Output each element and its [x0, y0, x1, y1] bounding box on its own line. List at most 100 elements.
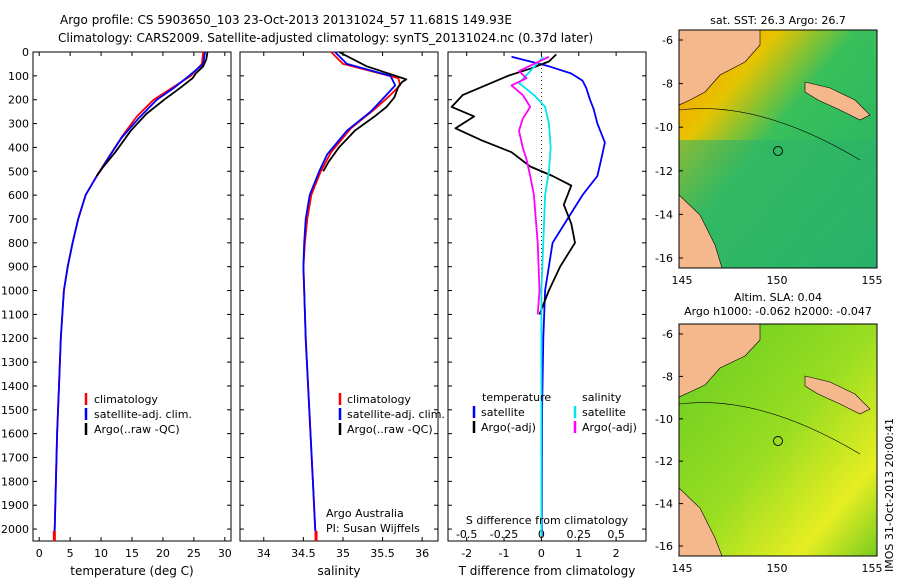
legend-satellite-adj: satellite-adj. clim. — [94, 408, 192, 421]
depth-tick-label: 200 — [8, 94, 29, 107]
series-argo-raw-qc- — [95, 51, 209, 177]
legend-s-satellite: satellite — [582, 406, 626, 419]
depth-tick-label: 300 — [8, 118, 29, 131]
x-tick-label: 0 — [36, 547, 43, 560]
series-temperature-argo-adj- — [450, 53, 576, 315]
x-tick-label: 34 — [257, 547, 271, 560]
difference-axes — [447, 51, 647, 542]
sla-map-title-1: Altim. SLA: 0.04 — [734, 291, 822, 304]
map-tick-labels: -6 -8 -10 -12 -14 -16 -6 -8 -10 -12 -14 -16 145 150 15… — [655, 34, 882, 575]
sla-map-title-2: Argo h1000: -0.062 h2000: -0.047 — [684, 305, 872, 318]
series-argo-raw-qc- — [322, 51, 408, 172]
depth-tick-label: 1400 — [1, 380, 29, 393]
x-tick-label-salinity: -0.5 — [456, 528, 477, 541]
sla-map-frame — [678, 323, 878, 557]
series-climatology — [302, 51, 401, 537]
legend-s-argo: Argo(-adj) — [582, 421, 637, 434]
map-lat-label: -12 — [655, 455, 673, 468]
map-lat-label: -8 — [662, 370, 673, 383]
difference-xlabel-top: S difference from climatology — [466, 514, 629, 527]
map-lat-label: -14 — [655, 498, 673, 511]
argo-float-marker — [773, 436, 783, 446]
depth-tick-label: 1800 — [1, 475, 29, 488]
salinity-axes — [239, 51, 439, 542]
salinity-xlabel: salinity — [317, 564, 360, 578]
x-tick-label: 35.5 — [370, 547, 395, 560]
depth-tick-label: 2000 — [1, 523, 29, 536]
x-tick-label-salinity: 0.5 — [607, 528, 625, 541]
x-tick-label-salinity: -0.25 — [490, 528, 518, 541]
legend-t-argo: Argo(-adj) — [481, 421, 536, 434]
legend-salinity: salinity — [582, 391, 622, 404]
depth-tick-label: 400 — [8, 141, 29, 154]
x-tick-label: 2 — [613, 547, 620, 560]
salinity-chart: 34 34.5 35 35.5 36 — [257, 51, 429, 560]
depth-tick-label: 600 — [8, 189, 29, 202]
sst-map — [679, 30, 877, 268]
map-lon-label: 145 — [672, 274, 693, 287]
depth-tick-label: 1700 — [1, 452, 29, 465]
legend-satellite-adj: satellite-adj. clim. — [347, 408, 445, 421]
x-tick-label: 34.5 — [291, 547, 316, 560]
temperature-xlabel: temperature (deg C) — [70, 564, 193, 578]
depth-tick-label: 1300 — [1, 356, 29, 369]
x-tick-label: 15 — [125, 547, 139, 560]
credit-line-2: PI: Susan Wijffels — [326, 522, 420, 535]
land-new-guinea — [679, 30, 761, 106]
map-lon-label: 155 — [862, 274, 883, 287]
x-tick-label: -2 — [461, 547, 472, 560]
x-tick-label: 30 — [218, 547, 232, 560]
imos-stamp: IMOS 31-Oct-2013 20:00:41 — [883, 418, 896, 572]
depth-tick-label: 700 — [8, 213, 29, 226]
x-tick-label: 0 — [538, 547, 545, 560]
depth-tick-label: 0 — [22, 46, 29, 59]
sst-contour — [679, 108, 861, 161]
map-lat-label: -12 — [655, 165, 673, 178]
difference-legend: temperature salinity satellite Argo(-adj… — [472, 391, 637, 434]
x-tick-label: 10 — [94, 547, 108, 560]
legend-temperature: temperature — [482, 391, 551, 404]
map-lat-label: -16 — [655, 540, 673, 553]
map-lon-label: 155 — [862, 562, 883, 575]
depth-tick-label: 1200 — [1, 332, 29, 345]
map-lat-label: -16 — [655, 252, 673, 265]
title-line-2: Climatology: CARS2009. Satellite-adjuste… — [58, 31, 593, 45]
difference-chart: -2 -1 0 1 2-0.5 -0.25 0 0.25 0.5 — [450, 52, 625, 560]
x-tick-label: 5 — [67, 547, 74, 560]
map-lon-label: 150 — [767, 562, 788, 575]
series-salinity-argo-adj- — [510, 55, 550, 315]
depth-tick-label: 900 — [8, 261, 29, 274]
legend-climatology: climatology — [94, 393, 158, 406]
x-tick-label: 25 — [187, 547, 201, 560]
x-tick-label: 20 — [156, 547, 170, 560]
depth-tick-labels: 0 100 200 300 400 500 600 700 800 900 1000 1100 1200… — [1, 46, 646, 536]
map-lat-label: -10 — [655, 413, 673, 426]
difference-xlabel: T difference from climatology — [458, 564, 636, 578]
depth-tick-label: 1600 — [1, 428, 29, 441]
legend-climatology: climatology — [347, 393, 411, 406]
depth-tick-label: 800 — [8, 237, 29, 250]
legend-t-satellite: satellite — [481, 406, 525, 419]
x-tick-label: 36 — [415, 547, 429, 560]
depth-tick-label: 1900 — [1, 499, 29, 512]
salinity-legend: climatology satellite-adj. clim. Argo(..… — [326, 393, 445, 535]
temperature-legend: climatology satellite-adj. clim. Argo(..… — [84, 393, 192, 436]
map-lat-label: -6 — [662, 34, 673, 47]
sla-map — [679, 324, 877, 556]
depth-tick-label: 500 — [8, 165, 29, 178]
series-temperature-satellite — [511, 55, 606, 537]
x-tick-label: -1 — [499, 547, 510, 560]
argo-float-marker — [773, 146, 783, 156]
title-line-1: Argo profile: CS 5903650_103 23-Oct-2013… — [60, 13, 512, 27]
sst-map-frame — [678, 29, 878, 269]
map-lat-label: -8 — [662, 78, 673, 91]
series-satellite-adj-clim- — [302, 51, 397, 537]
depth-tick-label: 1000 — [1, 285, 29, 298]
depth-tick-label: 1100 — [1, 308, 29, 321]
credit-line-1: Argo Australia — [326, 507, 404, 520]
land-new-guinea — [679, 324, 761, 398]
legend-argo-raw: Argo(..raw -QC) — [347, 423, 433, 436]
temperature-chart: 0 5 10 15 20 25 30 — [36, 51, 232, 560]
series-climatology — [53, 51, 205, 537]
map-lon-label: 145 — [672, 562, 693, 575]
